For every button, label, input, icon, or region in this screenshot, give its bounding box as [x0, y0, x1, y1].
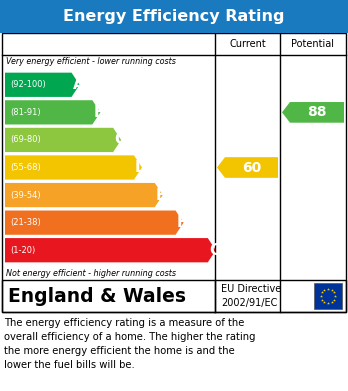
Text: EU Directive
2002/91/EC: EU Directive 2002/91/EC — [221, 284, 281, 308]
Text: (69-80): (69-80) — [10, 135, 41, 144]
Polygon shape — [5, 73, 80, 97]
Bar — [314, 283, 342, 309]
Text: Energy Efficiency Rating: Energy Efficiency Rating — [63, 9, 285, 24]
Text: 88: 88 — [307, 105, 327, 119]
Polygon shape — [282, 102, 344, 123]
Text: Very energy efficient - lower running costs: Very energy efficient - lower running co… — [6, 57, 176, 66]
Text: (1-20): (1-20) — [10, 246, 35, 255]
Text: F: F — [176, 215, 187, 230]
Text: C: C — [114, 133, 125, 147]
Text: 60: 60 — [242, 160, 261, 174]
Text: B: B — [93, 105, 105, 120]
Polygon shape — [217, 157, 278, 178]
Text: G: G — [209, 243, 221, 258]
Bar — [0, 0, 348, 33]
Polygon shape — [5, 238, 216, 262]
Text: (81-91): (81-91) — [10, 108, 41, 117]
Polygon shape — [5, 155, 142, 179]
Text: The energy efficiency rating is a measure of the
overall efficiency of a home. T: The energy efficiency rating is a measur… — [4, 318, 255, 370]
Text: (21-38): (21-38) — [10, 218, 41, 227]
Text: Potential: Potential — [292, 39, 334, 49]
Polygon shape — [5, 210, 183, 235]
Polygon shape — [5, 128, 121, 152]
Text: (55-68): (55-68) — [10, 163, 41, 172]
Polygon shape — [5, 183, 163, 207]
Text: A: A — [73, 77, 84, 92]
Text: (39-54): (39-54) — [10, 190, 41, 199]
Text: E: E — [156, 188, 166, 203]
Text: Current: Current — [229, 39, 266, 49]
Text: Not energy efficient - higher running costs: Not energy efficient - higher running co… — [6, 269, 176, 278]
Text: D: D — [135, 160, 148, 175]
Bar — [2, 280, 346, 312]
Text: (92-100): (92-100) — [10, 80, 46, 89]
Bar — [2, 33, 346, 312]
Polygon shape — [5, 100, 100, 124]
Text: England & Wales: England & Wales — [8, 287, 186, 305]
